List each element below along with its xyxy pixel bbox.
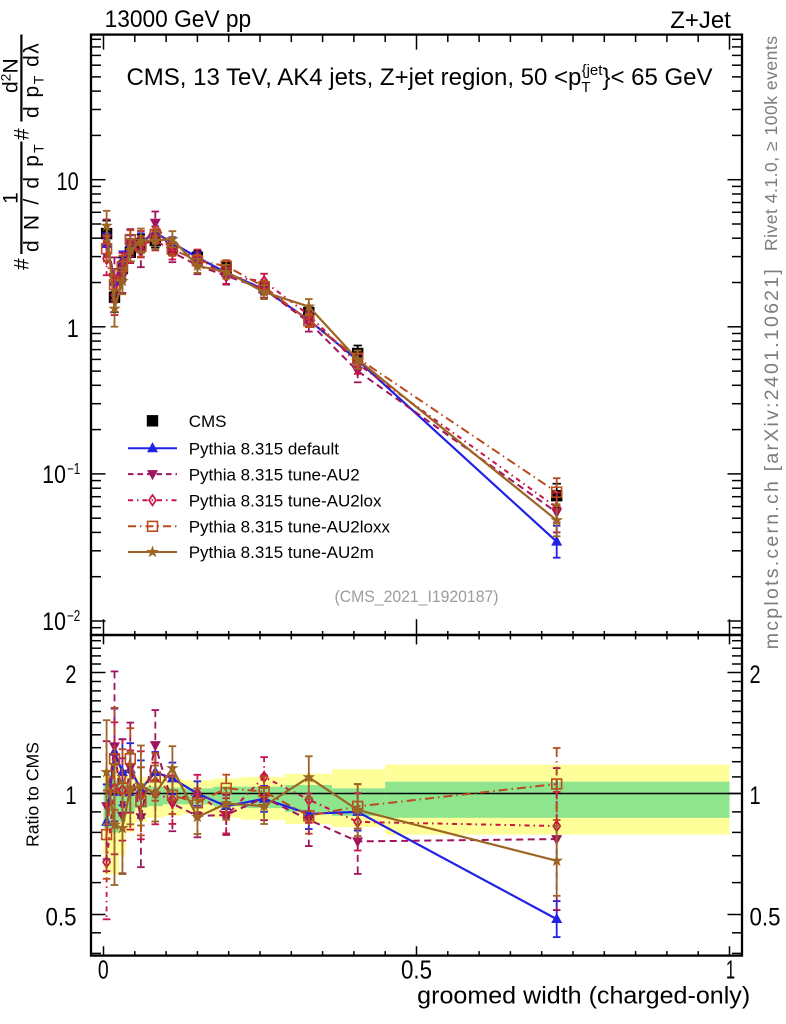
svg-text:−1: −1 [67, 461, 80, 478]
svg-text:CMS: CMS [189, 412, 227, 431]
svg-text:0.5: 0.5 [401, 956, 432, 984]
svg-text:0.5: 0.5 [46, 903, 77, 931]
svg-text:Ratio to CMS: Ratio to CMS [23, 742, 43, 847]
svg-text:0.5: 0.5 [750, 903, 781, 931]
svg-text:10: 10 [42, 461, 66, 489]
svg-text:2: 2 [65, 661, 76, 689]
svg-text:(CMS_2021_I1920187): (CMS_2021_I1920187) [335, 588, 499, 606]
svg-text:0: 0 [98, 956, 109, 984]
svg-text:−2: −2 [67, 608, 80, 625]
svg-text:13000 GeV pp: 13000 GeV pp [105, 6, 252, 33]
svg-text:groomed width (charged-only): groomed width (charged-only) [417, 983, 750, 1010]
svg-text:1: 1 [0, 192, 22, 204]
svg-text:#: # [10, 258, 33, 270]
svg-text:10: 10 [57, 168, 79, 196]
svg-text:Z+Jet: Z+Jet [670, 7, 731, 34]
svg-text:1: 1 [726, 956, 735, 984]
svg-text:mcplots.cern.ch [arXiv:2401.10: mcplots.cern.ch [arXiv:2401.10621] [761, 269, 783, 649]
svg-text:Pythia 8.315 tune-AU2loxx: Pythia 8.315 tune-AU2loxx [189, 518, 391, 537]
svg-text:2: 2 [750, 661, 761, 689]
svg-text:Pythia 8.315 tune-AU2lox: Pythia 8.315 tune-AU2lox [189, 491, 382, 510]
svg-text:Rivet 4.1.0, ≥ 100k events: Rivet 4.1.0, ≥ 100k events [761, 36, 781, 251]
svg-text:d2N: d2N [0, 58, 22, 93]
svg-text:Pythia 8.315 tune-AU2: Pythia 8.315 tune-AU2 [189, 465, 360, 484]
svg-text:d N / d pT: d N / d pT [20, 142, 46, 252]
svg-text:Pythia 8.315 tune-AU2m: Pythia 8.315 tune-AU2m [189, 543, 374, 562]
svg-text:10: 10 [42, 608, 66, 636]
svg-text:1: 1 [750, 782, 761, 810]
svg-text:CMS, 13 TeV, AK4 jets, Z+jet r: CMS, 13 TeV, AK4 jets, Z+jet region, 50 … [126, 62, 712, 96]
svg-text:d pT dλ: d pT dλ [20, 42, 46, 118]
svg-text:1: 1 [67, 315, 79, 343]
svg-text:#: # [10, 128, 33, 140]
svg-text:Pythia 8.315 default: Pythia 8.315 default [189, 439, 340, 458]
svg-text:1: 1 [65, 782, 76, 810]
